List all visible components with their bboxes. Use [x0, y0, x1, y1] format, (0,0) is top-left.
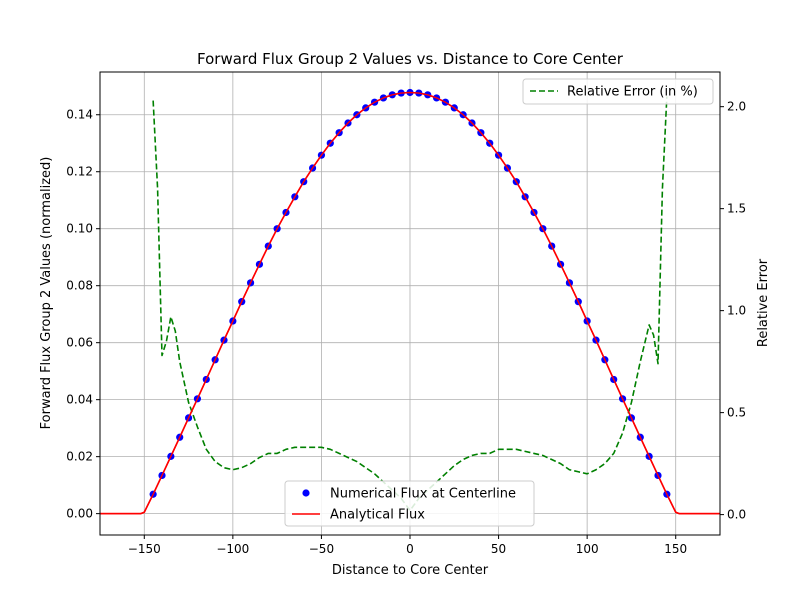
legend-box — [522, 78, 714, 105]
legend-upper-right: Relative Error (in %) — [522, 78, 714, 105]
y2-tick-label: 2.0 — [727, 100, 746, 114]
grid-layer — [100, 72, 720, 535]
series-line-2 — [152, 96, 668, 512]
y2-tick-label: 1.0 — [727, 304, 746, 318]
analytical-line-overlay — [100, 91, 720, 515]
x-axis-label: Distance to Core Center — [332, 563, 489, 578]
y-tick-label: 0.02 — [66, 450, 93, 464]
x-tick-label: −150 — [128, 542, 161, 556]
x-tick-label: 50 — [491, 542, 506, 556]
axes-layer: −150 −100 −50 0 50 100 150 0.00 0.02 0.04 0.06 0.08… — [66, 71, 746, 556]
y-tick-label: 0.08 — [66, 279, 93, 293]
legend-label: Numerical Flux at Centerline — [330, 487, 516, 502]
legend-swatch-point — [302, 489, 310, 497]
y-axis-label: Forward Flux Group 2 Values (normalized) — [39, 157, 54, 430]
y2-tick-label: 0.0 — [727, 508, 746, 522]
x-tick-label: 100 — [576, 542, 599, 556]
plot-layer — [100, 88, 720, 515]
legend-box — [284, 480, 535, 527]
y-tick-label: 0.04 — [66, 393, 93, 407]
y-tick-label: 0.10 — [66, 222, 93, 236]
x-tick-label: −100 — [216, 542, 249, 556]
legend-lower-center: Numerical Flux at Centerline Analytical F… — [284, 480, 535, 527]
x-tick-label: 0 — [406, 542, 414, 556]
y-tick-label: 0.00 — [66, 507, 93, 521]
y2-axis-label: Relative Error — [756, 258, 771, 347]
y-tick-label: 0.14 — [66, 108, 93, 122]
y2-tick-label: 1.5 — [727, 202, 746, 216]
x-tick-label: 150 — [664, 542, 687, 556]
legend-layer: Relative Error (in %) Numerical Flux at C… — [284, 78, 714, 527]
y-tick-label: 0.06 — [66, 336, 93, 350]
legend-label: Analytical Flux — [330, 508, 425, 523]
y2-tick-label: 0.5 — [727, 406, 746, 420]
chart-title: Forward Flux Group 2 Values vs. Distance… — [197, 50, 624, 68]
x-tick-label: −50 — [309, 542, 334, 556]
legend-label: Relative Error (in %) — [567, 85, 698, 100]
y-tick-label: 0.12 — [66, 165, 93, 179]
